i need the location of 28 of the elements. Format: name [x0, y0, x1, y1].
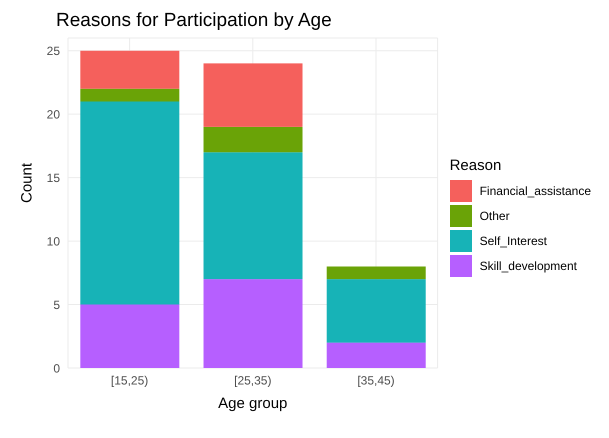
x-axis-title: Age group: [218, 395, 288, 412]
bar: [80, 88, 180, 102]
y-tick-label: 15: [46, 170, 60, 185]
y-tick-label: 5: [53, 298, 60, 312]
legend-label: Other: [480, 208, 510, 222]
legend-label: Financial_assistance: [480, 184, 591, 198]
legend-label: Self_Interest: [480, 234, 547, 248]
bar: [204, 63, 303, 127]
y-tick-label: 20: [46, 107, 60, 122]
y-tick-label: 25: [46, 44, 60, 58]
x-tick-label: [25,35): [234, 374, 272, 388]
legend-title: Reason: [450, 156, 502, 174]
y-tick-label: 10: [46, 234, 60, 248]
bar: [80, 101, 180, 305]
x-tick-label: [15,25): [110, 374, 148, 388]
chart-title: Reasons for Participation by Age: [56, 10, 332, 32]
bar: [326, 342, 426, 368]
bar: [326, 279, 426, 343]
y-axis-title: Count: [18, 162, 36, 203]
bar: [204, 126, 303, 152]
legend-label: Skill_development: [480, 258, 577, 272]
bar: [326, 266, 426, 280]
bar: [204, 152, 303, 280]
y-tick-label: 0: [53, 361, 60, 376]
bar: [204, 279, 303, 368]
bar: [80, 304, 180, 368]
x-tick-label: [35,45): [357, 374, 395, 388]
bar: [80, 50, 180, 89]
